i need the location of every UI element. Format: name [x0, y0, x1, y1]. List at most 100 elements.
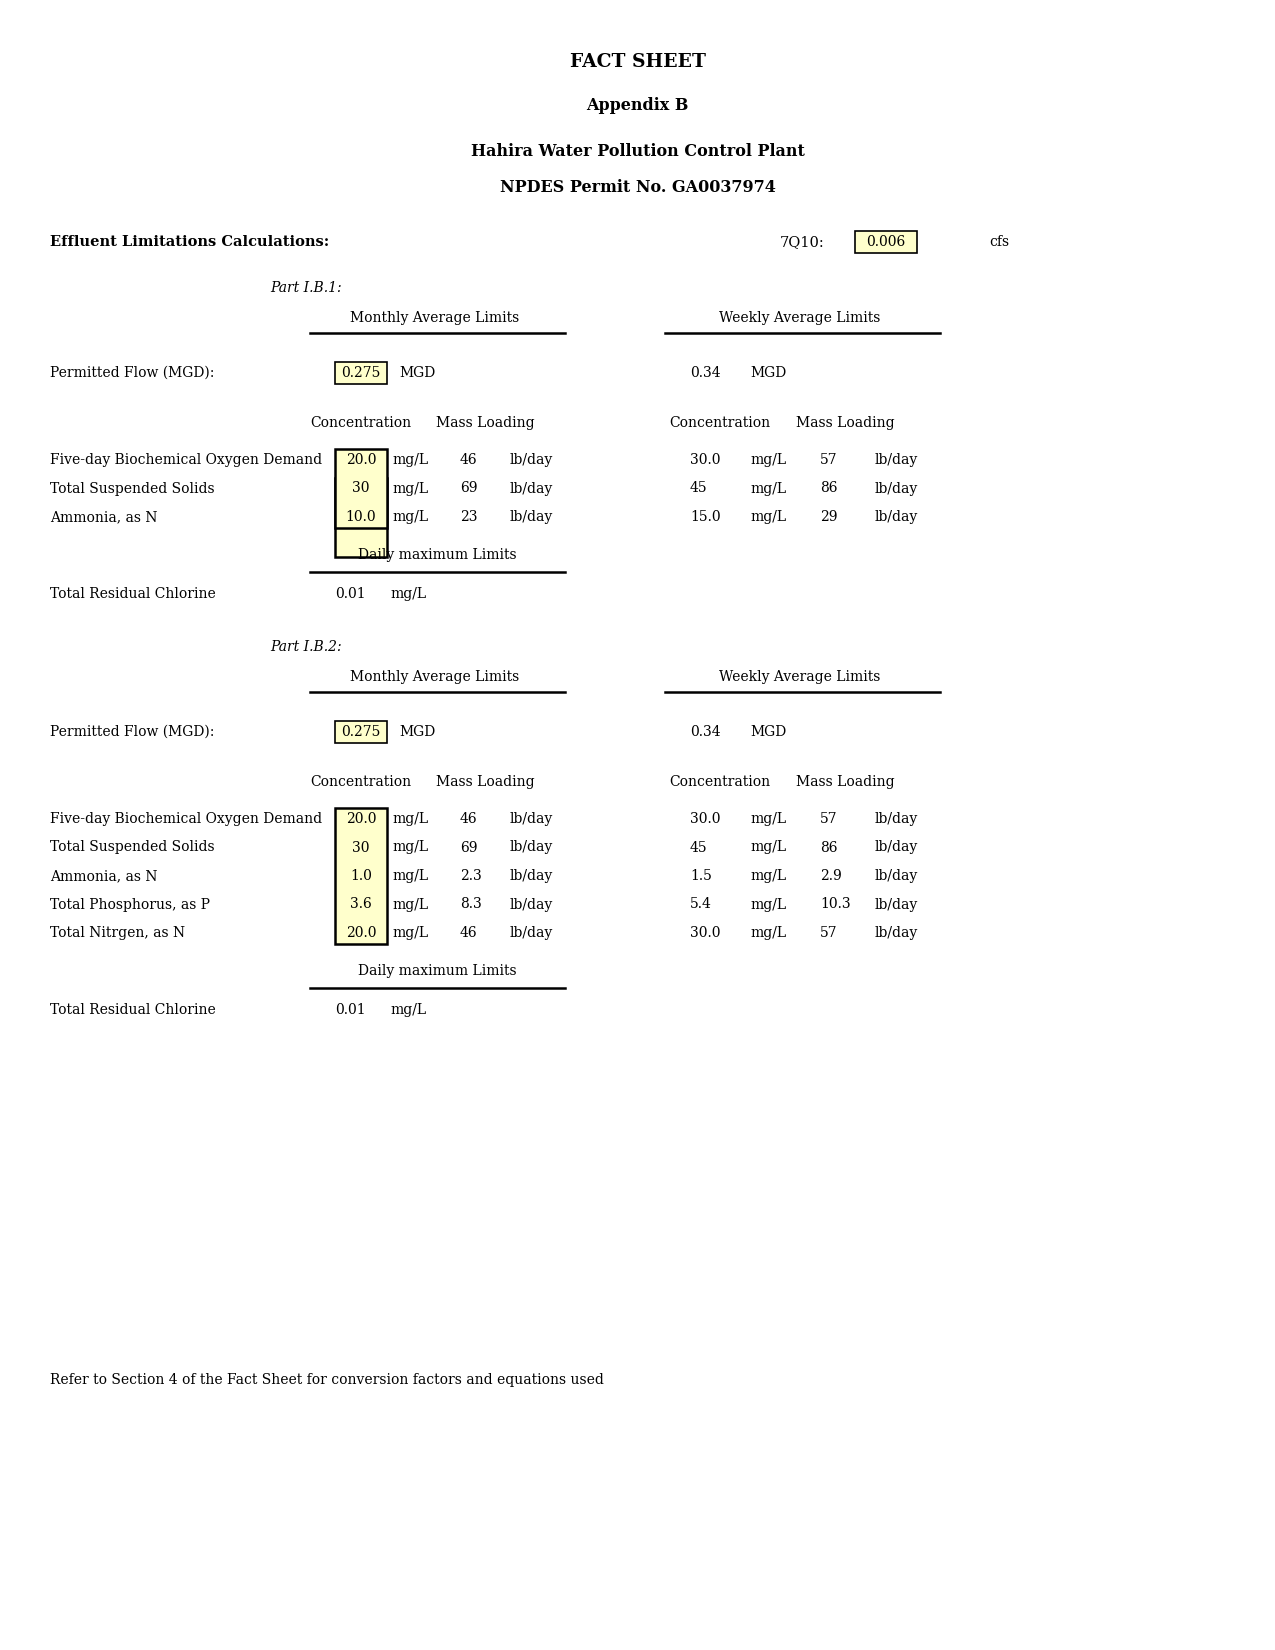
- Text: Mass Loading: Mass Loading: [436, 416, 534, 431]
- Text: Daily maximum Limits: Daily maximum Limits: [358, 964, 516, 978]
- Text: 0.006: 0.006: [867, 234, 905, 249]
- Text: mg/L: mg/L: [391, 840, 428, 855]
- Text: lb/day: lb/day: [875, 812, 918, 827]
- Bar: [335, 449, 388, 528]
- Text: mg/L: mg/L: [390, 587, 426, 601]
- Text: mg/L: mg/L: [750, 926, 787, 940]
- Text: mg/L: mg/L: [391, 482, 428, 495]
- Text: 45: 45: [690, 840, 708, 855]
- Text: Weekly Average Limits: Weekly Average Limits: [719, 310, 881, 325]
- Text: 86: 86: [820, 482, 838, 495]
- Text: 0.275: 0.275: [342, 724, 381, 739]
- Text: 3.6: 3.6: [351, 898, 372, 911]
- Text: Mass Loading: Mass Loading: [436, 776, 534, 789]
- Bar: [335, 361, 388, 384]
- Text: mg/L: mg/L: [391, 926, 428, 940]
- Text: Total Residual Chlorine: Total Residual Chlorine: [50, 1003, 215, 1016]
- Text: mg/L: mg/L: [391, 870, 428, 883]
- Text: 15.0: 15.0: [690, 510, 720, 525]
- Text: Total Suspended Solids: Total Suspended Solids: [50, 840, 214, 855]
- Text: 2.9: 2.9: [820, 870, 842, 883]
- Text: 20.0: 20.0: [346, 812, 376, 827]
- Text: NPDES Permit No. GA0037974: NPDES Permit No. GA0037974: [500, 180, 775, 196]
- Text: Weekly Average Limits: Weekly Average Limits: [719, 670, 881, 685]
- Text: Ammonia, as N: Ammonia, as N: [50, 510, 158, 525]
- Text: Monthly Average Limits: Monthly Average Limits: [351, 310, 520, 325]
- Text: 8.3: 8.3: [460, 898, 482, 911]
- Text: lb/day: lb/day: [875, 482, 918, 495]
- Text: cfs: cfs: [989, 234, 1009, 249]
- Text: Total Suspended Solids: Total Suspended Solids: [50, 482, 214, 495]
- Text: lb/day: lb/day: [875, 510, 918, 525]
- Text: mg/L: mg/L: [750, 870, 787, 883]
- Bar: [335, 721, 388, 742]
- Text: Total Residual Chlorine: Total Residual Chlorine: [50, 587, 215, 601]
- Text: lb/day: lb/day: [510, 812, 553, 827]
- Bar: [335, 837, 388, 858]
- Text: mg/L: mg/L: [750, 510, 787, 525]
- Text: lb/day: lb/day: [510, 926, 553, 940]
- Text: lb/day: lb/day: [875, 898, 918, 911]
- Text: Effluent Limitations Calculations:: Effluent Limitations Calculations:: [50, 234, 329, 249]
- Text: Permitted Flow (MGD):: Permitted Flow (MGD):: [50, 724, 214, 739]
- Bar: [856, 231, 917, 252]
- Text: mg/L: mg/L: [750, 812, 787, 827]
- Bar: [335, 477, 388, 556]
- Text: 30: 30: [352, 482, 370, 495]
- Text: Five-day Biochemical Oxygen Demand: Five-day Biochemical Oxygen Demand: [50, 454, 323, 467]
- Text: MGD: MGD: [399, 366, 435, 380]
- Bar: [335, 449, 388, 470]
- Text: Mass Loading: Mass Loading: [796, 776, 894, 789]
- Text: 0.01: 0.01: [335, 1003, 366, 1016]
- Text: 57: 57: [820, 454, 838, 467]
- Text: lb/day: lb/day: [510, 870, 553, 883]
- Text: 0.34: 0.34: [690, 366, 720, 380]
- Bar: [335, 507, 388, 528]
- Text: 20.0: 20.0: [346, 454, 376, 467]
- Text: 7Q10:: 7Q10:: [780, 234, 825, 249]
- Text: Appendix B: Appendix B: [586, 96, 688, 114]
- Text: Permitted Flow (MGD):: Permitted Flow (MGD):: [50, 366, 214, 380]
- Text: 0.01: 0.01: [335, 587, 366, 601]
- Text: Part I.B.2:: Part I.B.2:: [270, 640, 342, 653]
- Text: 46: 46: [460, 454, 478, 467]
- Text: mg/L: mg/L: [391, 510, 428, 525]
- Text: 46: 46: [460, 926, 478, 940]
- Text: Five-day Biochemical Oxygen Demand: Five-day Biochemical Oxygen Demand: [50, 812, 323, 827]
- Text: Concentration: Concentration: [310, 416, 412, 431]
- Text: 10.0: 10.0: [346, 510, 376, 525]
- Text: lb/day: lb/day: [875, 926, 918, 940]
- Text: mg/L: mg/L: [390, 1003, 426, 1016]
- Text: lb/day: lb/day: [510, 840, 553, 855]
- Text: Total Phosphorus, as P: Total Phosphorus, as P: [50, 898, 210, 911]
- Text: 0.34: 0.34: [690, 724, 720, 739]
- Bar: [335, 808, 388, 944]
- Text: 30: 30: [352, 840, 370, 855]
- Text: 2.3: 2.3: [460, 870, 482, 883]
- Text: 30.0: 30.0: [690, 454, 720, 467]
- Text: 23: 23: [460, 510, 478, 525]
- Text: 1.0: 1.0: [351, 870, 372, 883]
- Text: mg/L: mg/L: [750, 454, 787, 467]
- Text: 69: 69: [460, 482, 478, 495]
- Text: mg/L: mg/L: [750, 840, 787, 855]
- Text: mg/L: mg/L: [750, 898, 787, 911]
- Text: 10.3: 10.3: [820, 898, 850, 911]
- Text: 57: 57: [820, 812, 838, 827]
- Text: 5.4: 5.4: [690, 898, 711, 911]
- Text: 45: 45: [690, 482, 708, 495]
- Text: MGD: MGD: [750, 724, 787, 739]
- Text: 46: 46: [460, 812, 478, 827]
- Text: 30.0: 30.0: [690, 812, 720, 827]
- Text: mg/L: mg/L: [391, 898, 428, 911]
- Bar: [335, 865, 388, 888]
- Text: lb/day: lb/day: [510, 454, 553, 467]
- Text: mg/L: mg/L: [750, 482, 787, 495]
- Text: Concentration: Concentration: [310, 776, 412, 789]
- Bar: [335, 808, 388, 830]
- Text: 69: 69: [460, 840, 478, 855]
- Text: Concentration: Concentration: [669, 776, 770, 789]
- Text: Daily maximum Limits: Daily maximum Limits: [358, 548, 516, 563]
- Text: lb/day: lb/day: [875, 870, 918, 883]
- Text: mg/L: mg/L: [391, 454, 428, 467]
